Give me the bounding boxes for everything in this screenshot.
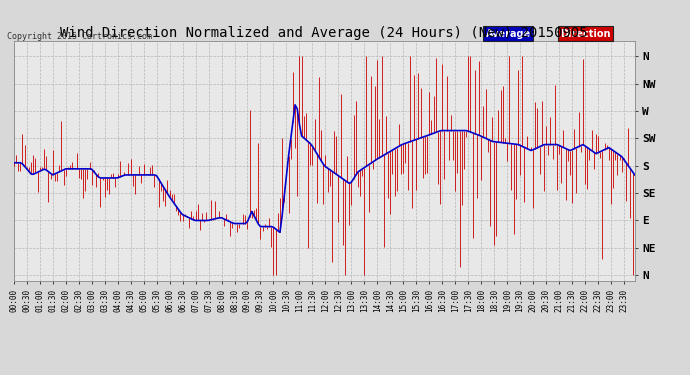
Text: Average: Average [486, 29, 531, 39]
Title: Wind Direction Normalized and Average (24 Hours) (New) 20150905: Wind Direction Normalized and Average (2… [61, 26, 588, 40]
Text: Direction: Direction [560, 29, 611, 39]
Text: Copyright 2015 Cartronics.com: Copyright 2015 Cartronics.com [7, 32, 152, 41]
